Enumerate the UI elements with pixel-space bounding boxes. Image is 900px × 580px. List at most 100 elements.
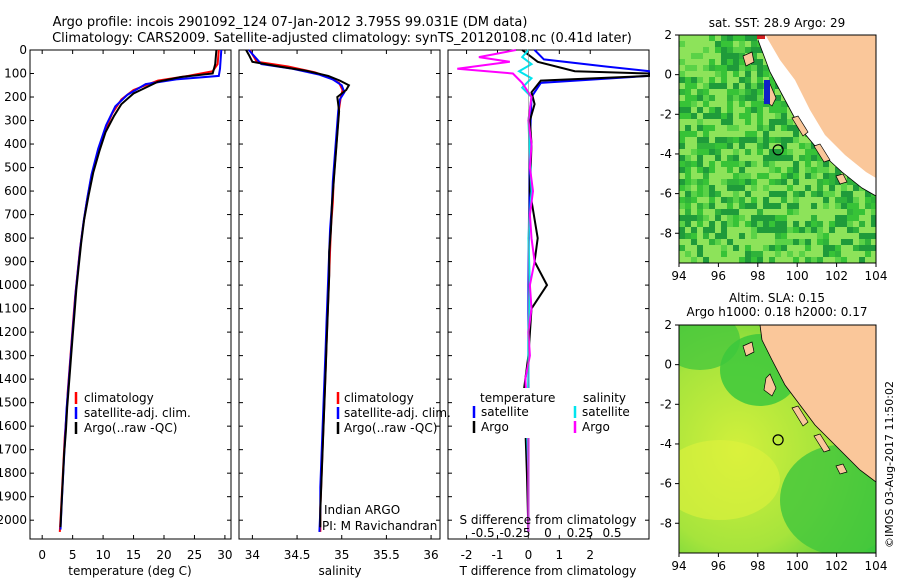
sst-pixel bbox=[703, 161, 709, 167]
sst-pixel bbox=[775, 257, 781, 263]
sst-pixel bbox=[823, 245, 829, 251]
sst-pixel bbox=[757, 101, 763, 107]
sst-pixel bbox=[787, 131, 793, 137]
footer-timestamp: ©IMOS 03-Aug-2017 11:50:02 bbox=[883, 381, 896, 548]
sst-pixel bbox=[739, 101, 745, 107]
sst-pixel bbox=[709, 143, 715, 149]
sst-pixel bbox=[841, 191, 847, 197]
sst-pixel bbox=[721, 119, 727, 125]
sst-pixel bbox=[781, 179, 787, 185]
sst-pixel bbox=[751, 197, 757, 203]
sst-pixel bbox=[823, 203, 829, 209]
sst-pixel bbox=[709, 83, 715, 89]
sst-pixel bbox=[739, 95, 745, 101]
sst-pixel bbox=[709, 197, 715, 203]
sst-pixel bbox=[709, 71, 715, 77]
sst-pixel bbox=[697, 65, 703, 71]
sst-pixel bbox=[691, 41, 697, 47]
sst-pixel bbox=[751, 35, 757, 41]
sst-pixel bbox=[685, 65, 691, 71]
sst-pixel bbox=[763, 239, 769, 245]
sst-pixel bbox=[775, 131, 781, 137]
series-line-satellite-adj-clim- bbox=[248, 49, 346, 532]
sst-pixel bbox=[859, 233, 865, 239]
sst-pixel bbox=[763, 257, 769, 263]
sst-pixel bbox=[733, 227, 739, 233]
sst-pixel bbox=[769, 191, 775, 197]
sst-pixel bbox=[805, 257, 811, 263]
sst-pixel bbox=[739, 71, 745, 77]
sst-pixel bbox=[865, 191, 871, 197]
sst-pixel bbox=[775, 179, 781, 185]
sst-pixel bbox=[697, 227, 703, 233]
sst-pixel bbox=[697, 47, 703, 53]
sst-pixel bbox=[745, 47, 751, 53]
sst-pixel bbox=[697, 41, 703, 47]
sst-pixel bbox=[733, 173, 739, 179]
sst-pixel bbox=[685, 257, 691, 263]
sst-pixel bbox=[811, 203, 817, 209]
sst-pixel bbox=[733, 89, 739, 95]
sst-pixel bbox=[727, 89, 733, 95]
sst-pixel bbox=[739, 35, 745, 41]
sst-pixel bbox=[721, 149, 727, 155]
sst-pixel bbox=[721, 107, 727, 113]
y-tick-label: 1500 bbox=[0, 396, 27, 410]
sst-pixel bbox=[811, 149, 817, 155]
sst-pixel bbox=[751, 215, 757, 221]
sst-pixel bbox=[805, 155, 811, 161]
sst-pixel bbox=[703, 215, 709, 221]
sst-pixel bbox=[721, 167, 727, 173]
sst-pixel bbox=[751, 185, 757, 191]
sst-pixel bbox=[757, 245, 763, 251]
sst-pixel bbox=[685, 59, 691, 65]
sst-pixel bbox=[805, 233, 811, 239]
sst-pixel bbox=[685, 155, 691, 161]
sst-pixel bbox=[697, 125, 703, 131]
sst-pixel bbox=[697, 113, 703, 119]
sst-pixel bbox=[745, 113, 751, 119]
sst-pixel bbox=[781, 143, 787, 149]
sst-pixel bbox=[721, 203, 727, 209]
sst-pixel bbox=[859, 215, 865, 221]
sst-pixel bbox=[805, 251, 811, 257]
sst-pixel bbox=[685, 113, 691, 119]
lon-tick-label: 98 bbox=[750, 269, 765, 283]
sst-pixel bbox=[799, 227, 805, 233]
sst-pixel bbox=[775, 197, 781, 203]
sst-cold-patch bbox=[764, 80, 770, 104]
sst-pixel bbox=[829, 215, 835, 221]
sst-pixel bbox=[685, 143, 691, 149]
sst-pixel bbox=[733, 101, 739, 107]
sst-pixel bbox=[805, 221, 811, 227]
lon-tick-label: 100 bbox=[786, 269, 809, 283]
sst-pixel bbox=[769, 77, 775, 83]
sst-pixel bbox=[745, 179, 751, 185]
y-tick-label: 1000 bbox=[0, 278, 27, 292]
sst-pixel bbox=[769, 143, 775, 149]
lon-tick-label: 94 bbox=[671, 559, 686, 573]
sst-pixel bbox=[733, 71, 739, 77]
sst-pixel bbox=[739, 221, 745, 227]
sst-pixel bbox=[799, 209, 805, 215]
sst-pixel bbox=[751, 143, 757, 149]
sst-pixel bbox=[853, 215, 859, 221]
y-tick-label: 1900 bbox=[0, 490, 27, 504]
x-tick-label: -2 bbox=[461, 548, 473, 562]
sst-pixel bbox=[739, 89, 745, 95]
sst-pixel bbox=[715, 71, 721, 77]
lat-tick-label: -6 bbox=[660, 477, 672, 491]
sst-pixel bbox=[793, 131, 799, 137]
sst-pixel bbox=[721, 35, 727, 41]
sst-pixel bbox=[793, 203, 799, 209]
sst-pixel bbox=[841, 239, 847, 245]
sst-pixel bbox=[775, 173, 781, 179]
lon-tick-label: 100 bbox=[786, 559, 809, 573]
sst-pixel bbox=[787, 209, 793, 215]
sst-pixel bbox=[715, 245, 721, 251]
sst-pixel bbox=[763, 137, 769, 143]
lat-tick-label: -8 bbox=[660, 226, 672, 240]
sst-pixel bbox=[799, 155, 805, 161]
sst-pixel bbox=[817, 161, 823, 167]
sst-pixel bbox=[733, 197, 739, 203]
